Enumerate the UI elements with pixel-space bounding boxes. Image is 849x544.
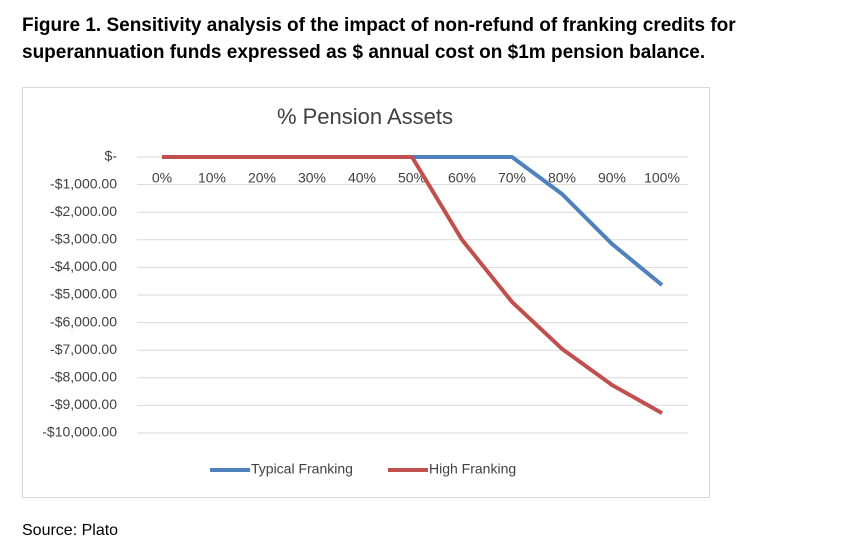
x-tick-label: 50% xyxy=(398,170,426,186)
chart: % Pension Assets $- -$1,000.00 -$2,000.00 -… xyxy=(22,87,710,498)
chart-frame xyxy=(22,87,710,498)
x-tick-label: 30% xyxy=(298,170,326,186)
x-tick-label: 40% xyxy=(348,170,376,186)
x-tick-label: 60% xyxy=(448,170,476,186)
y-tick-label: -$2,000.00 xyxy=(50,203,117,219)
y-tick-label: -$3,000.00 xyxy=(50,231,117,247)
legend-label: High Franking xyxy=(429,461,516,477)
y-tick-label: -$4,000.00 xyxy=(50,258,117,274)
x-tick-label: 20% xyxy=(248,170,276,186)
y-tick-label: $- xyxy=(105,148,118,164)
y-tick-label: -$1,000.00 xyxy=(50,175,117,191)
x-tick-label: 80% xyxy=(548,170,576,186)
chart-title: % Pension Assets xyxy=(277,104,453,129)
y-tick-label: -$7,000.00 xyxy=(50,341,117,357)
x-tick-label: 70% xyxy=(498,170,526,186)
y-tick-label: -$5,000.00 xyxy=(50,286,117,302)
x-tick-label: 10% xyxy=(198,170,226,186)
y-tick-label: -$9,000.00 xyxy=(50,396,117,412)
x-tick-label: 90% xyxy=(598,170,626,186)
series-line xyxy=(162,155,663,415)
y-tick-label: -$6,000.00 xyxy=(50,313,117,329)
y-tick-label: -$10,000.00 xyxy=(42,424,117,440)
x-tick-label: 100% xyxy=(644,170,680,186)
x-tick-label: 0% xyxy=(152,170,172,186)
source-note: Source: Plato xyxy=(22,522,119,539)
figure-caption: Figure 1. Sensitivity analysis of the im… xyxy=(22,15,736,63)
y-tick-label: -$8,000.00 xyxy=(50,369,117,385)
legend-label: Typical Franking xyxy=(251,461,353,477)
